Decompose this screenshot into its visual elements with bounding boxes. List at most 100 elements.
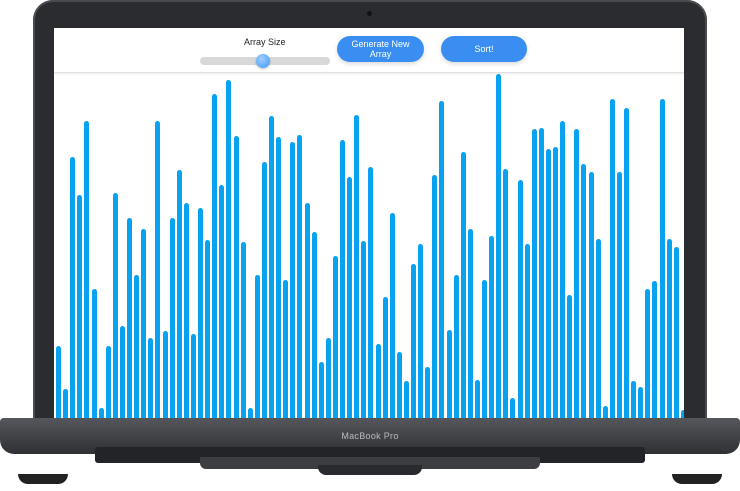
array-bar (190, 334, 196, 418)
array-bar (141, 229, 147, 418)
array-bar (396, 352, 402, 418)
array-bar (595, 239, 601, 418)
array-bar (553, 147, 558, 418)
array-bar (91, 289, 97, 418)
array-bar (616, 172, 622, 418)
array-bar (127, 218, 132, 418)
array-bar (602, 406, 608, 418)
array-bar (162, 331, 168, 418)
array-bar (524, 244, 530, 418)
array-bar (403, 381, 409, 418)
array-bar (474, 380, 480, 418)
array-bar (517, 180, 523, 418)
array-bar (56, 346, 61, 418)
array-bar (226, 80, 232, 418)
array-bar (638, 387, 644, 418)
array-bar (304, 203, 310, 418)
array-bar (624, 108, 629, 418)
array-bar (467, 229, 473, 418)
array-bar (84, 121, 90, 418)
array-bar (489, 236, 495, 418)
app-header: Array Size Generate New Array Sort! (54, 28, 684, 73)
array-bar (70, 157, 76, 418)
array-bar (261, 162, 267, 418)
array-bar (283, 280, 289, 418)
brand-label: MacBook Pro (341, 431, 399, 441)
array-bar (219, 185, 225, 418)
array-bar (411, 264, 416, 418)
array-bar (680, 410, 684, 418)
array-size-label: Array Size (244, 37, 286, 47)
array-bar (269, 116, 274, 418)
array-bar (98, 408, 104, 418)
array-bar (148, 338, 154, 418)
array-bar (347, 177, 353, 418)
array-bar (332, 256, 338, 418)
array-bar (432, 175, 438, 418)
array-bar (297, 135, 303, 418)
array-bar (545, 149, 551, 418)
array-bar (240, 242, 246, 418)
array-bar (574, 129, 580, 418)
array-bar (368, 167, 374, 418)
array-bar (375, 344, 381, 418)
array-bar (198, 208, 203, 418)
array-bar (538, 128, 544, 418)
array-bar (588, 172, 594, 418)
array-bar (254, 275, 260, 418)
array-bar (439, 101, 445, 418)
array-bar (247, 408, 253, 418)
array-bar (77, 195, 83, 418)
array-bar (169, 218, 175, 418)
array-bar (325, 338, 331, 418)
array-bar (453, 275, 459, 418)
array-bar (354, 115, 360, 418)
lid-notch (318, 465, 422, 475)
array-bar (652, 281, 658, 418)
array-bar (361, 241, 367, 418)
array-bar (112, 193, 118, 418)
array-bar (105, 346, 111, 418)
array-bar (382, 297, 388, 418)
array-bar (510, 398, 516, 418)
array-bar (631, 381, 637, 418)
array-size-slider[interactable] (200, 54, 330, 68)
array-bar (183, 203, 189, 418)
array-bar (155, 121, 161, 418)
sort-button[interactable]: Sort! (441, 36, 527, 62)
laptop-foot-left (18, 474, 68, 484)
array-bar (418, 244, 424, 418)
array-bar (134, 275, 140, 418)
array-bar (446, 330, 452, 418)
trackpad (200, 457, 540, 469)
generate-new-array-button[interactable]: Generate New Array (337, 36, 424, 62)
array-bar (659, 99, 665, 418)
array-bar (531, 129, 537, 418)
array-bar (290, 142, 296, 418)
array-bar (63, 389, 69, 418)
array-bar (119, 326, 125, 418)
array-bar (176, 170, 182, 418)
array-bar (205, 240, 211, 418)
camera-icon (367, 11, 372, 16)
array-bar (389, 213, 395, 418)
array-bar (276, 137, 282, 418)
array-bar (233, 136, 239, 418)
array-bar (311, 232, 317, 418)
array-bar (425, 367, 431, 418)
app-screen: Array Size Generate New Array Sort! (54, 28, 684, 418)
array-bar (482, 280, 487, 418)
array-bar (560, 121, 566, 418)
array-bar (503, 169, 509, 418)
array-bar (318, 362, 324, 418)
slider-thumb[interactable] (256, 54, 270, 68)
array-bar (496, 74, 502, 418)
array-bar (212, 94, 218, 418)
bar-visualization (54, 73, 684, 418)
laptop-foot-right (672, 474, 722, 484)
array-bar (666, 239, 672, 418)
array-bar (609, 99, 615, 418)
array-bar (673, 247, 679, 418)
array-bar (567, 295, 573, 418)
array-bar (340, 140, 345, 418)
